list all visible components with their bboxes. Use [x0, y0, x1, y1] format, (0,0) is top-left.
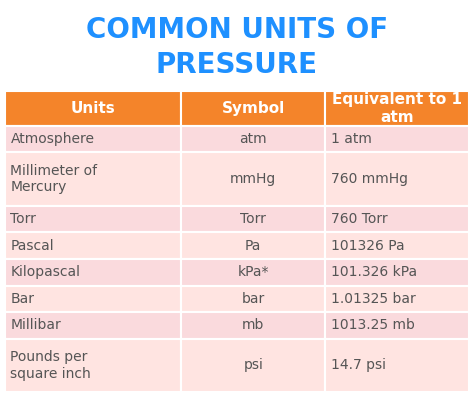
Text: bar: bar — [242, 292, 265, 306]
Text: 101326 Pa: 101326 Pa — [331, 238, 405, 253]
Text: Torr: Torr — [10, 212, 36, 226]
Text: mmHg: mmHg — [230, 172, 276, 186]
Text: kPa*: kPa* — [237, 265, 269, 279]
Text: Kilopascal: Kilopascal — [10, 265, 81, 279]
Text: 1.01325 bar: 1.01325 bar — [331, 292, 416, 306]
Text: atm: atm — [239, 132, 267, 146]
Text: Pa: Pa — [245, 238, 262, 253]
Text: Symbol: Symbol — [222, 101, 285, 116]
Text: mb: mb — [242, 318, 264, 333]
Text: Torr: Torr — [240, 212, 266, 226]
Text: Pascal: Pascal — [10, 238, 54, 253]
Text: 101.326 kPa: 101.326 kPa — [331, 265, 417, 279]
Text: COMMON UNITS OF: COMMON UNITS OF — [86, 16, 388, 44]
Text: Millibar: Millibar — [10, 318, 61, 333]
Text: 760 Torr: 760 Torr — [331, 212, 388, 226]
Text: 760 mmHg: 760 mmHg — [331, 172, 408, 186]
Text: Atmosphere: Atmosphere — [10, 132, 94, 146]
Text: Pounds per
square inch: Pounds per square inch — [10, 350, 91, 381]
Text: psi: psi — [243, 358, 263, 372]
Text: Millimeter of
Mercury: Millimeter of Mercury — [10, 164, 98, 194]
Text: 1 atm: 1 atm — [331, 132, 372, 146]
Text: PRESSURE: PRESSURE — [156, 51, 318, 80]
Text: 14.7 psi: 14.7 psi — [331, 358, 386, 372]
Text: Units: Units — [71, 101, 115, 116]
Text: Equivalent to 1
atm: Equivalent to 1 atm — [332, 92, 462, 125]
Text: Bar: Bar — [10, 292, 35, 306]
Text: 1013.25 mb: 1013.25 mb — [331, 318, 415, 333]
